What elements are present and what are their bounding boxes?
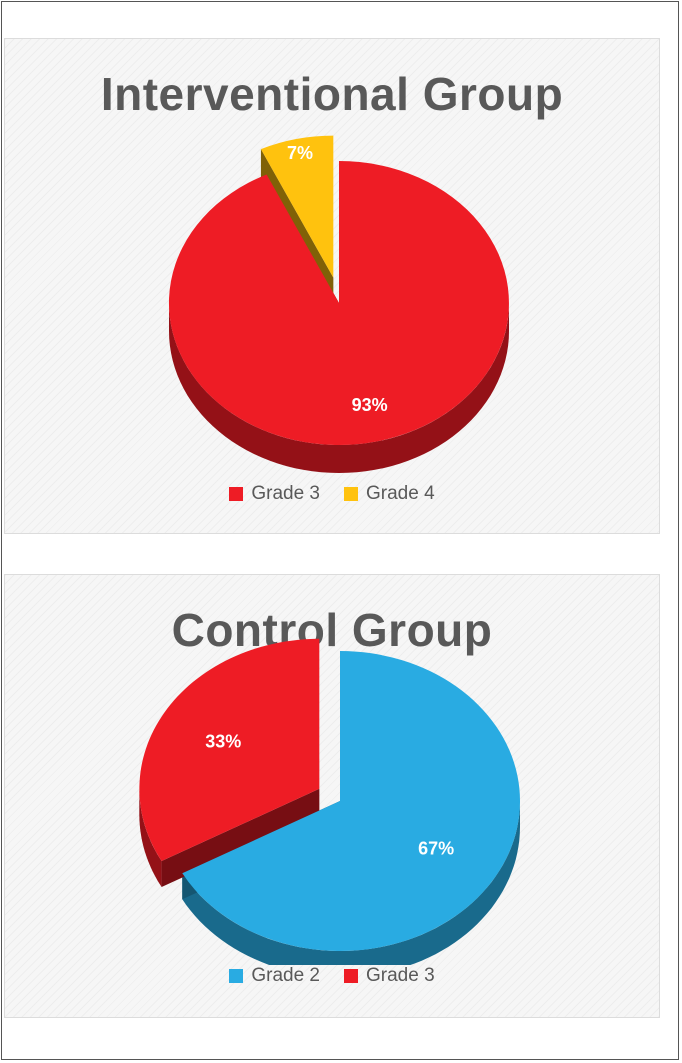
- interventional-chart-panel: Interventional Group 93% 7% Grade 3 Grade…: [4, 38, 660, 534]
- legend-swatch-grade-3-control: [344, 969, 358, 983]
- interventional-pie: 93% 7%: [168, 135, 509, 473]
- legend-label-grade-4: Grade 4: [366, 483, 435, 504]
- pie-data-label-grade-3: 93%: [352, 395, 388, 415]
- pie-data-label-grade-2: 67%: [418, 838, 454, 858]
- pie-data-label-grade-4: 7%: [287, 143, 313, 163]
- legend-swatch-grade-2: [229, 969, 244, 983]
- interventional-chart-title: Interventional Group: [100, 68, 564, 120]
- legend-item-grade-3: Grade 3: [229, 483, 320, 505]
- control-chart-panel: Control Group 67% 33% Grade 2 Grade 3: [4, 574, 660, 1018]
- pie-slice-grade-4: [260, 135, 334, 278]
- control-pie: 67% 33%: [139, 638, 521, 965]
- legend-item-grade-2: Grade 2: [229, 965, 320, 987]
- legend-label-grade-2: Grade 2: [251, 965, 320, 986]
- legend-label-grade-3: Grade 3: [251, 483, 320, 504]
- legend-swatch-grade-4: [344, 487, 358, 501]
- pie-slice-grade-3: [139, 638, 320, 861]
- legend-item-grade-3-control: Grade 3: [344, 965, 435, 987]
- legend-swatch-grade-3: [229, 487, 244, 501]
- control-chart-title: Control Group: [171, 604, 493, 656]
- pie-data-label-grade-3: 33%: [205, 731, 241, 751]
- legend-label-grade-3-control: Grade 3: [366, 965, 435, 986]
- pie-slice-grade-2: [182, 651, 521, 951]
- pie-slice-grade-3: [168, 161, 509, 445]
- legend-item-grade-4: Grade 4: [344, 483, 435, 505]
- interventional-legend: Grade 3 Grade 4: [5, 483, 659, 505]
- control-legend: Grade 2 Grade 3: [5, 965, 659, 987]
- pie-side-grade-3: [139, 788, 320, 888]
